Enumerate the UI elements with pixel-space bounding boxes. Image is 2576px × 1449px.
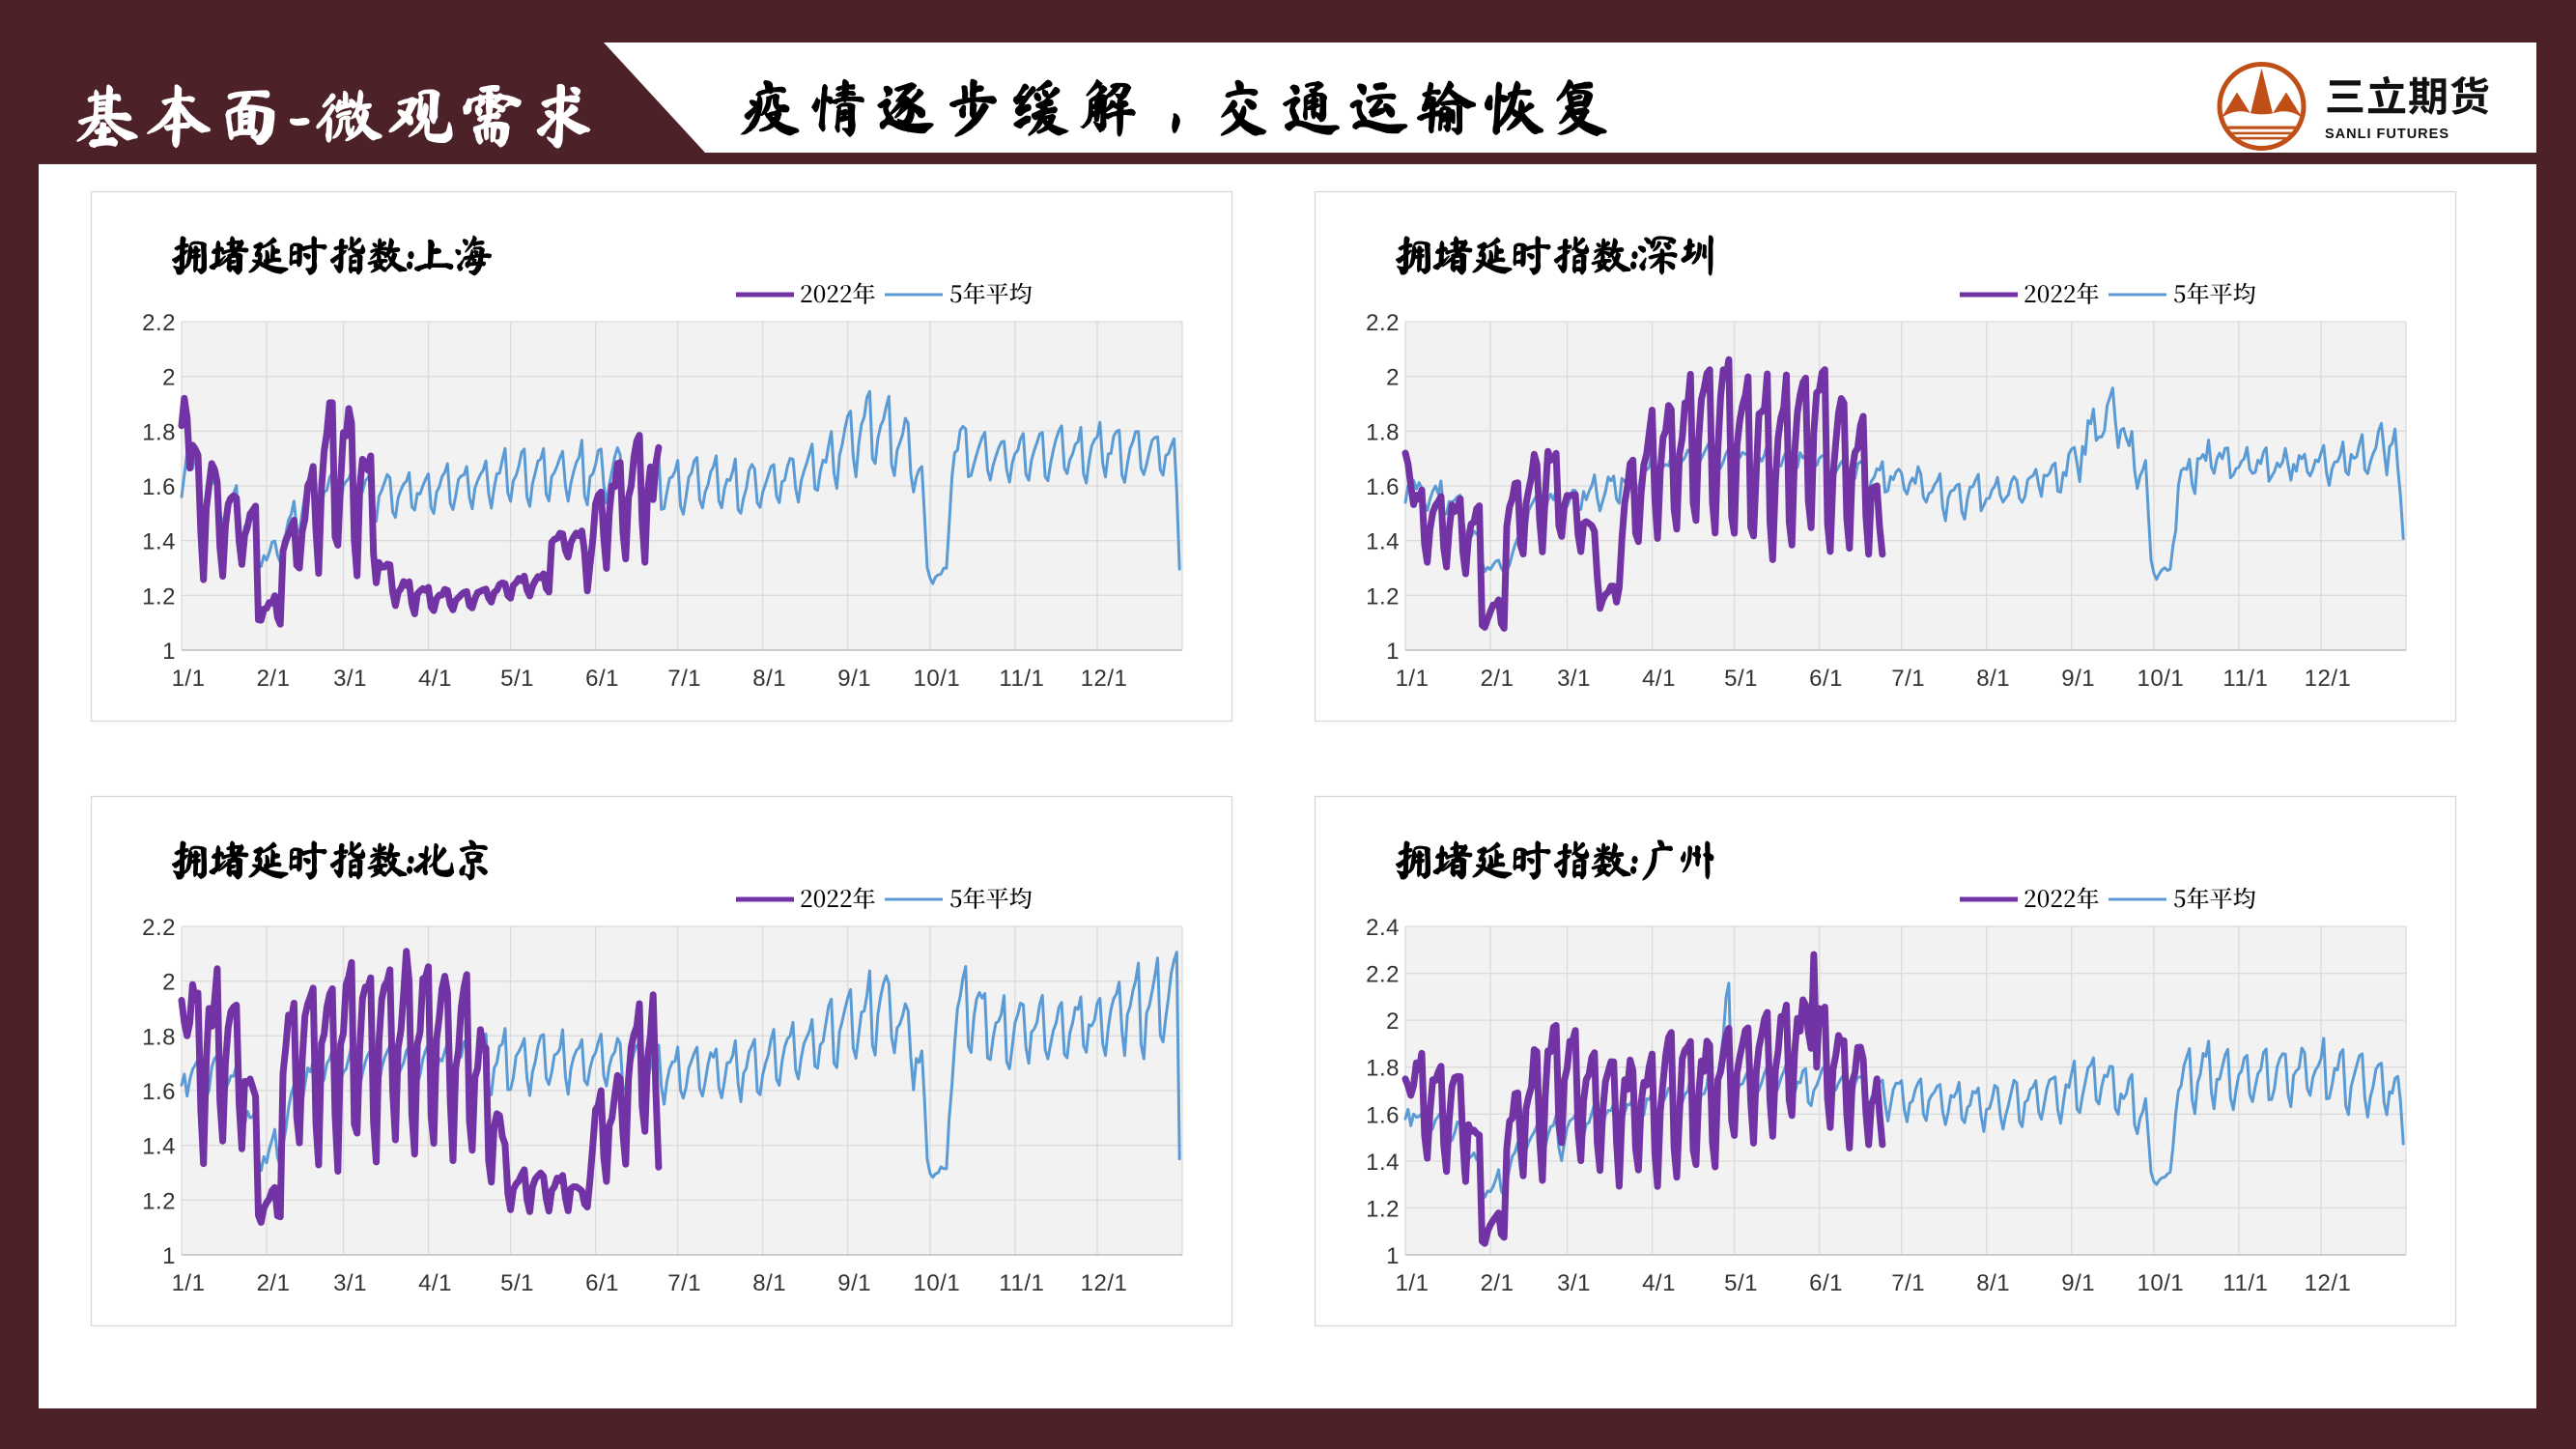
svg-text:4/1: 4/1: [1642, 666, 1676, 692]
svg-text:8/1: 8/1: [752, 1270, 786, 1296]
svg-text:12/1: 12/1: [1081, 666, 1128, 692]
svg-text:2.2: 2.2: [1366, 962, 1400, 988]
svg-text:10/1: 10/1: [914, 1270, 961, 1296]
svg-text:3/1: 3/1: [333, 1270, 367, 1296]
svg-text:1.4: 1.4: [1366, 529, 1400, 555]
svg-text:6/1: 6/1: [1809, 1270, 1843, 1296]
svg-text:1.8: 1.8: [1366, 1056, 1400, 1082]
svg-text:10/1: 10/1: [2137, 1270, 2185, 1296]
svg-text:7/1: 7/1: [1891, 1270, 1925, 1296]
svg-text:11/1: 11/1: [999, 666, 1044, 692]
svg-text:1.2: 1.2: [142, 583, 176, 610]
svg-text:1.6: 1.6: [142, 474, 176, 500]
svg-text:4/1: 4/1: [418, 666, 452, 692]
svg-text:9/1: 9/1: [837, 1270, 871, 1296]
svg-text:2/1: 2/1: [1481, 666, 1514, 692]
svg-text:2/1: 2/1: [257, 666, 291, 692]
svg-text:1.6: 1.6: [142, 1079, 176, 1105]
svg-text:12/1: 12/1: [2305, 1270, 2352, 1296]
svg-text:7/1: 7/1: [667, 1270, 701, 1296]
svg-text:11/1: 11/1: [2222, 1270, 2268, 1296]
svg-text:1.2: 1.2: [1366, 583, 1400, 610]
svg-text:7/1: 7/1: [667, 666, 701, 692]
svg-text:1.8: 1.8: [142, 419, 176, 445]
svg-text:10/1: 10/1: [2137, 666, 2185, 692]
svg-text:8/1: 8/1: [752, 666, 786, 692]
svg-text:1.4: 1.4: [142, 1134, 176, 1160]
svg-text:2/1: 2/1: [257, 1270, 291, 1296]
svg-text:1/1: 1/1: [1396, 666, 1430, 692]
svg-text:2: 2: [162, 365, 176, 391]
svg-text:6/1: 6/1: [585, 666, 619, 692]
svg-text:2: 2: [1386, 365, 1400, 391]
svg-text:1.2: 1.2: [1366, 1196, 1400, 1222]
svg-text:3/1: 3/1: [1557, 1270, 1591, 1296]
svg-text:11/1: 11/1: [999, 1270, 1044, 1296]
svg-text:3/1: 3/1: [333, 666, 367, 692]
svg-text:1.6: 1.6: [1366, 1102, 1400, 1128]
svg-text:6/1: 6/1: [1809, 666, 1843, 692]
svg-text:1.8: 1.8: [1366, 419, 1400, 445]
svg-text:9/1: 9/1: [837, 666, 871, 692]
svg-text:2: 2: [1386, 1009, 1400, 1035]
svg-text:1.8: 1.8: [142, 1024, 176, 1050]
svg-text:2.2: 2.2: [1366, 310, 1400, 336]
svg-text:SANLI FUTURES: SANLI FUTURES: [2325, 127, 2449, 142]
svg-text:8/1: 8/1: [1976, 666, 2010, 692]
svg-text:1.6: 1.6: [1366, 474, 1400, 500]
svg-text:4/1: 4/1: [418, 1270, 452, 1296]
svg-text:4/1: 4/1: [1642, 1270, 1676, 1296]
svg-text:10/1: 10/1: [914, 666, 961, 692]
svg-text:11/1: 11/1: [2222, 666, 2268, 692]
svg-text:1.2: 1.2: [142, 1188, 176, 1214]
svg-text:2.2: 2.2: [142, 915, 176, 941]
svg-text:2.2: 2.2: [142, 310, 176, 336]
svg-text:5/1: 5/1: [500, 666, 534, 692]
svg-text:2/1: 2/1: [1481, 1270, 1514, 1296]
svg-text:5/1: 5/1: [1724, 1270, 1758, 1296]
svg-text:1: 1: [1386, 639, 1400, 665]
svg-text:1/1: 1/1: [1396, 1270, 1430, 1296]
svg-text:8/1: 8/1: [1976, 1270, 2010, 1296]
svg-text:1: 1: [1386, 1243, 1400, 1269]
svg-text:3/1: 3/1: [1557, 666, 1591, 692]
svg-text:1: 1: [162, 1243, 176, 1269]
svg-text:1.4: 1.4: [1366, 1150, 1400, 1176]
svg-text:12/1: 12/1: [2305, 666, 2352, 692]
svg-text:1.4: 1.4: [142, 529, 176, 555]
svg-text:2.4: 2.4: [1366, 915, 1400, 941]
svg-text:1: 1: [162, 639, 176, 665]
svg-text:2: 2: [162, 970, 176, 996]
svg-text:6/1: 6/1: [585, 1270, 619, 1296]
svg-text:9/1: 9/1: [2061, 1270, 2095, 1296]
svg-text:9/1: 9/1: [2061, 666, 2095, 692]
svg-text:12/1: 12/1: [1081, 1270, 1128, 1296]
svg-text:1/1: 1/1: [172, 1270, 206, 1296]
svg-text:7/1: 7/1: [1891, 666, 1925, 692]
svg-text:5/1: 5/1: [500, 1270, 534, 1296]
svg-text:1/1: 1/1: [172, 666, 206, 692]
svg-text:5/1: 5/1: [1724, 666, 1758, 692]
